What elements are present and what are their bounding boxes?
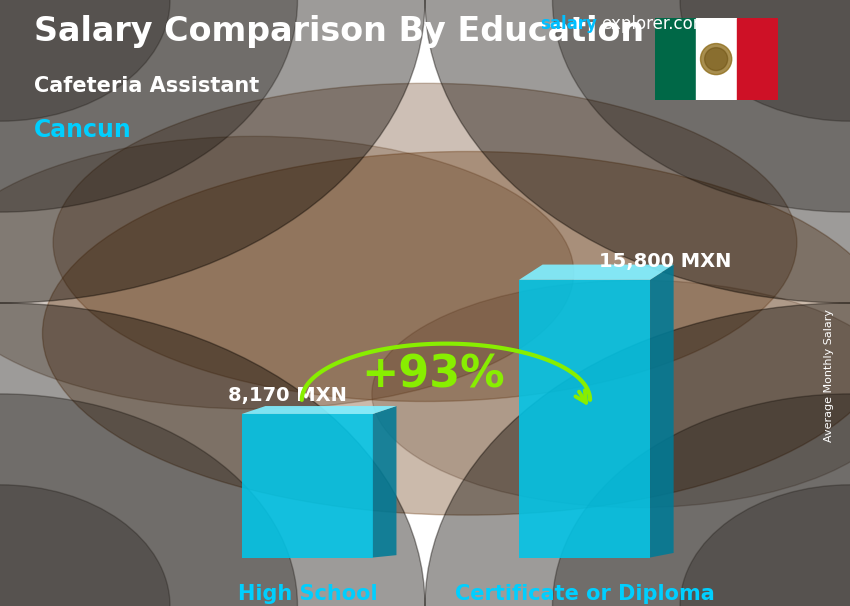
Ellipse shape xyxy=(53,84,796,402)
Ellipse shape xyxy=(0,136,574,409)
Ellipse shape xyxy=(425,303,850,606)
Circle shape xyxy=(700,44,732,75)
Ellipse shape xyxy=(0,394,298,606)
Text: Cafeteria Assistant: Cafeteria Assistant xyxy=(34,76,259,96)
Ellipse shape xyxy=(552,0,850,212)
Ellipse shape xyxy=(0,0,425,303)
Text: Certificate or Diploma: Certificate or Diploma xyxy=(455,584,714,604)
Ellipse shape xyxy=(680,485,850,606)
Ellipse shape xyxy=(371,280,850,508)
Text: High School: High School xyxy=(237,584,377,604)
Ellipse shape xyxy=(0,0,298,212)
Ellipse shape xyxy=(0,0,170,121)
Bar xyxy=(695,18,737,100)
Ellipse shape xyxy=(425,0,850,303)
Ellipse shape xyxy=(42,152,850,515)
Polygon shape xyxy=(519,280,650,558)
Bar xyxy=(654,18,695,100)
Text: Salary Comparison By Education: Salary Comparison By Education xyxy=(34,15,644,48)
Circle shape xyxy=(705,48,728,70)
Text: Cancun: Cancun xyxy=(34,118,132,142)
Polygon shape xyxy=(242,414,373,558)
Text: +93%: +93% xyxy=(361,353,505,396)
Polygon shape xyxy=(650,265,673,558)
Ellipse shape xyxy=(552,394,850,606)
Text: salary: salary xyxy=(540,15,597,33)
Text: Average Monthly Salary: Average Monthly Salary xyxy=(824,309,834,442)
Text: 8,170 MXN: 8,170 MXN xyxy=(228,386,347,405)
Polygon shape xyxy=(242,406,396,414)
Polygon shape xyxy=(373,406,396,558)
Bar xyxy=(737,18,778,100)
Polygon shape xyxy=(519,265,673,280)
Ellipse shape xyxy=(0,303,425,606)
Ellipse shape xyxy=(680,0,850,121)
Ellipse shape xyxy=(0,485,170,606)
Text: explorer.com: explorer.com xyxy=(601,15,709,33)
Text: 15,800 MXN: 15,800 MXN xyxy=(599,252,731,271)
